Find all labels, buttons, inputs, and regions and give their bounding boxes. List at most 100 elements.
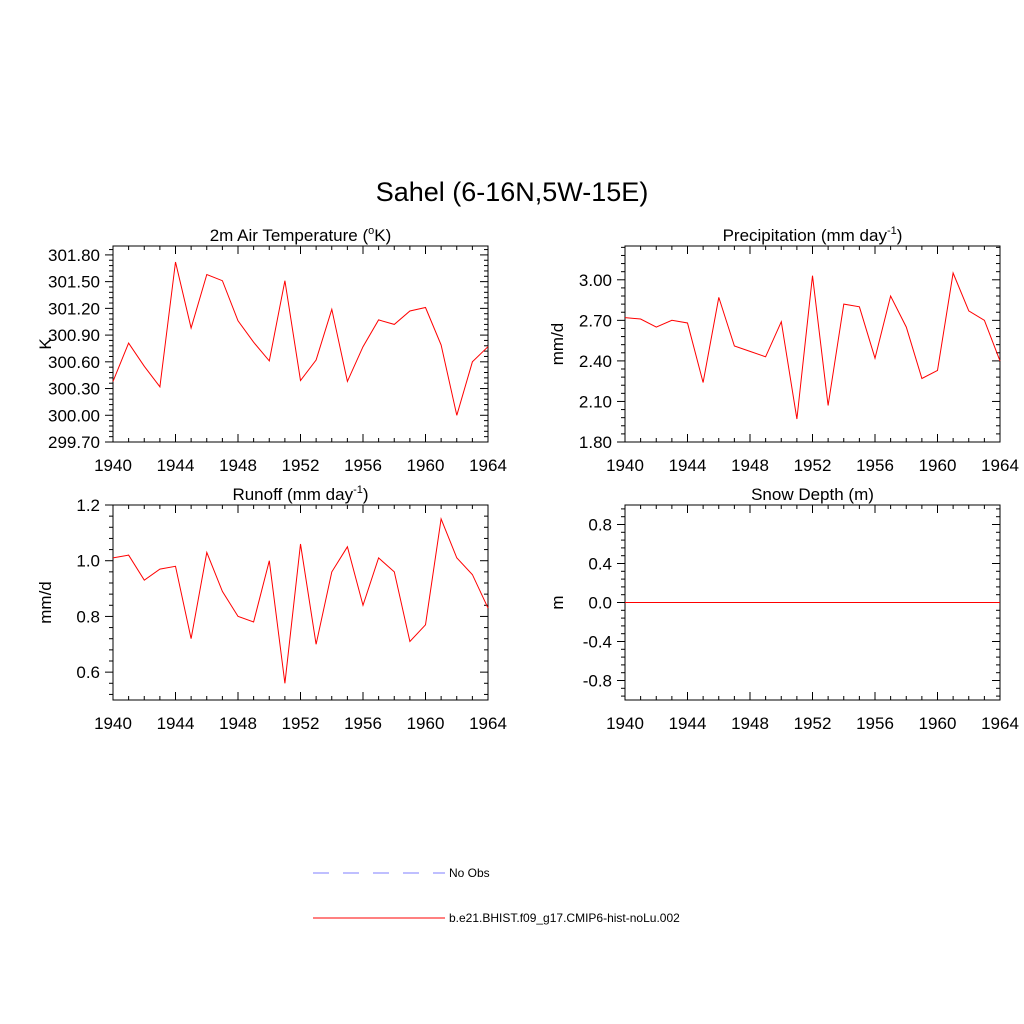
data-point-precipitation [905,326,908,329]
data-point-temperature [377,318,380,321]
data-point-runoff [174,565,177,568]
panel-precipitation: Precipitation (mm day-1) mm/d 1940 1944 1948… [548,225,1019,475]
data-point-temperature [221,279,224,282]
panel-runoff: Runoff (mm day-1) mm/d 1940 1944 1948 1952 195… [36,484,507,733]
y-tick-label-snow-depth: -0.4 [583,633,612,652]
legend-label-model: b.e21.BHIST.f09_g17.CMIP6-hist-noLu.002 [449,911,680,925]
x-tick-label-temperature: 1964 [469,456,507,475]
data-point-temperature [455,414,458,417]
data-point-runoff [487,607,490,610]
x-tick-label-precipitation: 1940 [606,456,644,475]
panel-title-temperature: 2m Air Temperature (oK) [210,225,392,245]
y-axis-label-runoff: mm/d [36,581,55,624]
y-tick-label-precipitation: 1.80 [579,433,612,452]
data-point-runoff [346,545,349,548]
data-point-temperature [252,341,255,344]
data-point-runoff [362,604,365,607]
data-point-runoff [143,579,146,582]
data-point-precipitation [842,303,845,306]
data-point-temperature [127,342,130,345]
panel-title-precipitation: Precipitation (mm day-1) [723,225,903,245]
data-point-temperature [408,310,411,313]
legend-label-no-obs: No Obs [449,866,490,880]
x-tick-label-snow-depth: 1964 [981,714,1019,733]
data-point-temperature [440,343,443,346]
data-point-temperature [362,345,365,348]
data-point-precipitation [624,316,627,319]
y-tick-label-temperature: 299.70 [48,433,100,452]
data-point-precipitation [827,404,830,407]
x-tick-label-temperature: 1956 [344,456,382,475]
data-point-precipitation [780,320,783,323]
x-tick-label-snow-depth: 1940 [606,714,644,733]
x-tick-label-snow-depth: 1944 [669,714,707,733]
data-point-precipitation [717,296,720,299]
x-tick-label-precipitation: 1960 [919,456,957,475]
x-tick-label-runoff: 1940 [94,714,132,733]
x-tick-label-snow-depth: 1960 [919,714,957,733]
x-tick-label-runoff: 1956 [344,714,382,733]
panels: 2m Air Temperature (oK) K 1940 1944 1948 1952… [36,225,1019,733]
y-tick-label-precipitation: 2.10 [579,392,612,411]
x-tick-label-runoff: 1952 [282,714,320,733]
y-tick-label-snow-depth: -0.8 [583,672,612,691]
x-tick-label-temperature: 1952 [282,456,320,475]
panel-snow-depth: Snow Depth (m) m 1940 1944 1948 1952 1956 1960 1… [548,485,1019,733]
panel-title-snow-depth: Snow Depth (m) [751,485,874,504]
data-point-runoff [315,643,318,646]
x-tick-label-precipitation: 1952 [794,456,832,475]
y-tick-label-temperature: 301.80 [48,246,100,265]
data-point-precipitation [874,357,877,360]
y-tick-label-runoff: 1.2 [76,496,100,515]
x-tick-label-temperature: 1944 [157,456,195,475]
data-point-runoff [455,556,458,559]
y-tick-label-temperature: 300.90 [48,326,100,345]
data-point-runoff [205,551,208,554]
data-point-precipitation [655,326,658,329]
y-axis-label-snow-depth: m [548,595,567,609]
panel-temperature: 2m Air Temperature (oK) K 1940 1944 1948 1952… [36,225,507,475]
y-axis-label-temperature: K [36,338,55,350]
x-tick-label-snow-depth: 1948 [731,714,769,733]
plot-frame-temperature [112,245,489,443]
y-tick-label-precipitation: 3.00 [579,271,612,290]
y-tick-label-temperature: 301.50 [48,273,100,292]
data-point-runoff [299,543,302,546]
data-point-temperature [190,326,193,329]
data-point-precipitation [999,359,1002,362]
data-point-temperature [237,319,240,322]
data-point-runoff [408,640,411,643]
data-point-precipitation [952,272,955,275]
series-line-runoff [112,517,489,684]
legend: No Obs b.e21.BHIST.f09_g17.CMIP6-hist-no… [313,866,680,925]
data-point-precipitation [702,381,705,384]
y-tick-label-snow-depth: 0.4 [588,555,612,574]
y-tick-label-snow-depth: 0.8 [588,516,612,535]
x-tick-label-precipitation: 1948 [731,456,769,475]
data-point-runoff [330,570,333,573]
data-point-temperature [205,273,208,276]
x-tick-label-runoff: 1964 [469,714,507,733]
data-point-precipitation [889,295,892,298]
data-point-runoff [158,568,161,571]
data-point-runoff [237,615,240,618]
data-point-temperature [315,359,318,362]
x-tick-label-precipitation: 1956 [856,456,894,475]
data-point-runoff [127,554,130,557]
figure-title: Sahel (6-16N,5W-15E) [376,177,649,207]
data-point-precipitation [670,319,673,322]
data-point-snow-depth [999,601,1002,604]
data-point-temperature [330,308,333,311]
y-tick-label-temperature: 300.60 [48,353,100,372]
plot-frame-runoff [112,504,489,701]
y-tick-label-snow-depth: 0.0 [588,594,612,613]
data-point-runoff [283,682,286,685]
data-point-runoff [221,590,224,593]
data-point-runoff [268,559,271,562]
y-tick-label-runoff: 0.6 [76,663,100,682]
data-point-precipitation [811,274,814,277]
data-point-precipitation [858,305,861,308]
x-tick-label-runoff: 1944 [157,714,195,733]
data-point-runoff [471,573,474,576]
